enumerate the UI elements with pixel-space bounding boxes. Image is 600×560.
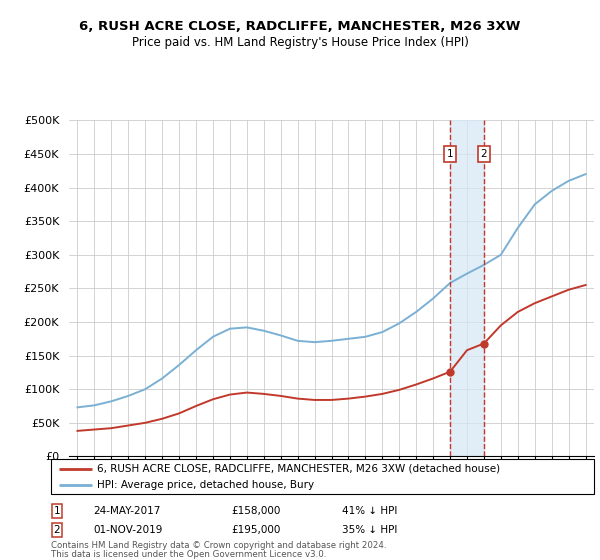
Text: 35% ↓ HPI: 35% ↓ HPI bbox=[342, 525, 397, 535]
Text: HPI: Average price, detached house, Bury: HPI: Average price, detached house, Bury bbox=[97, 479, 314, 489]
Text: 24-MAY-2017: 24-MAY-2017 bbox=[93, 506, 160, 516]
Text: £158,000: £158,000 bbox=[231, 506, 280, 516]
Text: This data is licensed under the Open Government Licence v3.0.: This data is licensed under the Open Gov… bbox=[51, 550, 326, 559]
Text: Price paid vs. HM Land Registry's House Price Index (HPI): Price paid vs. HM Land Registry's House … bbox=[131, 36, 469, 49]
Text: 1: 1 bbox=[53, 506, 61, 516]
Text: 6, RUSH ACRE CLOSE, RADCLIFFE, MANCHESTER, M26 3XW (detached house): 6, RUSH ACRE CLOSE, RADCLIFFE, MANCHESTE… bbox=[97, 464, 500, 474]
Text: 2: 2 bbox=[53, 525, 61, 535]
Text: 6, RUSH ACRE CLOSE, RADCLIFFE, MANCHESTER, M26 3XW: 6, RUSH ACRE CLOSE, RADCLIFFE, MANCHESTE… bbox=[79, 20, 521, 32]
Text: 1: 1 bbox=[447, 149, 454, 159]
Text: 01-NOV-2019: 01-NOV-2019 bbox=[93, 525, 163, 535]
Bar bbox=[450, 120, 484, 456]
Text: 2: 2 bbox=[481, 149, 487, 159]
Text: Contains HM Land Registry data © Crown copyright and database right 2024.: Contains HM Land Registry data © Crown c… bbox=[51, 541, 386, 550]
Text: 41% ↓ HPI: 41% ↓ HPI bbox=[342, 506, 397, 516]
FancyBboxPatch shape bbox=[51, 459, 594, 494]
Text: £195,000: £195,000 bbox=[231, 525, 280, 535]
